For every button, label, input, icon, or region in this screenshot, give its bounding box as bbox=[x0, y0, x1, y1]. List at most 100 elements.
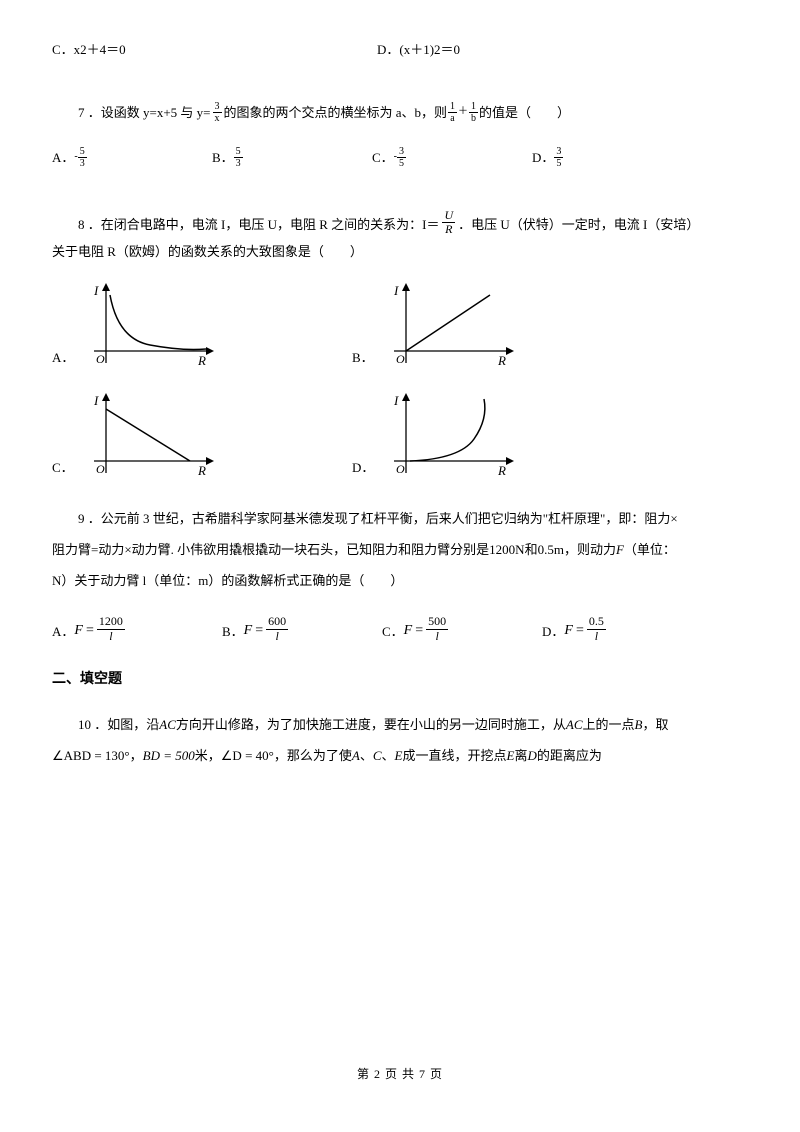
q9-options: A． F = 1200 l B． F = 600 l C． F = 500 l … bbox=[52, 615, 748, 642]
q10-l2i: 离 bbox=[514, 748, 527, 763]
q8-graph-d: D． I R O bbox=[352, 391, 520, 479]
q7-stem: 7 ．设函数 y=x+5 与 y= 3 x 的图象的两个交点的横坐标为 a、b，… bbox=[52, 101, 748, 124]
curve-hyperbola bbox=[110, 295, 206, 350]
q10-comma1: ， bbox=[130, 748, 143, 763]
q7-plus: ＋ bbox=[458, 104, 468, 120]
q9-line3: N）关于动力臂 l（单位：m）的函数解析式正确的是（ ） bbox=[52, 571, 748, 592]
opt-label: B． bbox=[352, 348, 374, 369]
q9-val2: 0.5m bbox=[538, 542, 564, 557]
q6-options-row: C．x2＋4＝0 D．(x＋1)2＝0 bbox=[52, 40, 748, 61]
svg-text:I: I bbox=[93, 393, 99, 408]
q7d-frac: 3 5 bbox=[554, 146, 563, 169]
eq-sign: = bbox=[576, 620, 584, 642]
q7-options: A． - 5 3 B． 5 3 C． - 3 5 D． 3 5 bbox=[52, 146, 748, 169]
q9a-lhs: F bbox=[74, 620, 83, 642]
q6-opt-c: C．x2＋4＝0 bbox=[52, 40, 377, 61]
q10-l1b: 方向开山修路，为了加快施工进度，要在小山的另一边同时施工，从 bbox=[176, 717, 566, 732]
q9-N: N bbox=[52, 573, 61, 588]
q9-l2a: 阻力臂=动力×动力臂. 小伟欲用撬根撬动一块石头，已知阻力和阻力臂分别是 bbox=[52, 542, 489, 557]
opt-label: C． bbox=[52, 458, 74, 479]
q9-m: m bbox=[198, 573, 208, 588]
opt-label: B． bbox=[212, 148, 234, 169]
svg-text:R: R bbox=[497, 353, 506, 368]
graph-d-svg: I R O bbox=[380, 391, 520, 479]
opt-label: C． bbox=[382, 622, 404, 643]
svg-text:O: O bbox=[396, 352, 405, 366]
opt-label: D． bbox=[542, 622, 564, 643]
q10-c: C bbox=[373, 748, 382, 763]
q9a-frac: 1200 l bbox=[97, 615, 125, 642]
q10-b: B bbox=[635, 717, 643, 732]
opt-label: A． bbox=[52, 148, 74, 169]
page-footer: 第 2 页 共 7 页 bbox=[0, 1065, 800, 1084]
q9d-lhs: F bbox=[564, 620, 573, 642]
opt-label: D． bbox=[352, 458, 374, 479]
section-2-title: 二、填空题 bbox=[52, 669, 748, 691]
q7-frac-b: 1 b bbox=[469, 101, 478, 124]
q7-opt-b: B． 5 3 bbox=[212, 146, 372, 169]
axis-y-label: I bbox=[93, 283, 99, 298]
q7c-frac: 3 5 bbox=[397, 146, 406, 169]
q10-line1: 10 ．如图，沿AC方向开山修路，为了加快施工进度，要在小山的另一边同时施工，从… bbox=[52, 715, 748, 736]
q9-line2: 阻力臂=动力×动力臂. 小伟欲用撬根撬动一块石头，已知阻力和阻力臂分别是1200… bbox=[52, 540, 748, 561]
curve-linear-down bbox=[106, 409, 190, 461]
q10-l1d: ，取 bbox=[643, 717, 669, 732]
opt-label: C． bbox=[372, 148, 394, 169]
opt-label: D． bbox=[532, 148, 554, 169]
q7-opt-a: A． - 5 3 bbox=[52, 146, 212, 169]
q9b-frac: 600 l bbox=[266, 615, 288, 642]
q8-graphs-row2: C． I R O D． I R O bbox=[52, 391, 748, 479]
q7b-frac: 5 3 bbox=[234, 146, 243, 169]
q9-l2c: ，则动力 bbox=[564, 542, 616, 557]
q9d-frac: 0.5 l bbox=[587, 615, 606, 642]
q10-line2: ∠ABD = 130°，BD = 500米，∠D = 40°，那么为了使A、C、… bbox=[52, 746, 748, 767]
q10-l2h: 成一直线，开挖点 bbox=[402, 748, 506, 763]
opt-label: A． bbox=[52, 348, 74, 369]
opt-label: B． bbox=[222, 622, 244, 643]
q9c-frac: 500 l bbox=[426, 615, 448, 642]
q7-stem-mid: 的图象的两个交点的横坐标为 a、b，则 bbox=[224, 103, 448, 124]
q10-angle-abd: ∠ABD = 130° bbox=[52, 748, 130, 763]
opt-label: A． bbox=[52, 622, 74, 643]
q9-line1: 9 ．公元前 3 世纪，古希腊科学家阿基米德发现了杠杆平衡，后来人们把它归纳为"… bbox=[52, 509, 748, 530]
q9-opt-a: A． F = 1200 l bbox=[52, 615, 222, 642]
q10-l2f: ，那么为了使 bbox=[274, 748, 352, 763]
q8-frac: U R bbox=[442, 209, 455, 236]
q10-bd: BD = 500 bbox=[143, 748, 195, 763]
q10-angle-d: ∠D = 40° bbox=[221, 748, 274, 763]
q10-l2j: 的距离应为 bbox=[537, 748, 602, 763]
graph-c-svg: I R O bbox=[80, 391, 220, 479]
q8-stem: 8 ．在闭合电路中，电流 I，电压 U，电阻 R 之间的关系为：I＝ U R ．… bbox=[52, 209, 748, 236]
svg-text:I: I bbox=[393, 393, 399, 408]
q8-graph-b: B． I R O bbox=[352, 281, 520, 369]
eq-sign: = bbox=[86, 620, 94, 642]
q6-opt-d: D．(x＋1)2＝0 bbox=[377, 40, 460, 61]
q10-mi: 米， bbox=[195, 748, 221, 763]
q7-stem-suffix: 的值是（ ） bbox=[479, 103, 570, 124]
q8-prefix: 8 ．在闭合电路中，电流 I，电压 U，电阻 R 之间的关系为：I＝ bbox=[78, 215, 439, 236]
q9-l3b: ）关于动力臂 l（单位： bbox=[61, 573, 198, 588]
svg-text:O: O bbox=[96, 462, 105, 476]
q7-stem-prefix: 7 ．设函数 y=x+5 与 y= bbox=[78, 103, 211, 124]
q7a-frac: 5 3 bbox=[78, 146, 87, 169]
q9-opt-c: C． F = 500 l bbox=[382, 615, 542, 642]
q10-l1a: 10 ．如图，沿 bbox=[78, 717, 159, 732]
q9b-lhs: F bbox=[244, 620, 253, 642]
q8-graph-a: A． I R O bbox=[52, 281, 352, 369]
q9-l2d: （单位： bbox=[624, 542, 676, 557]
origin-label: O bbox=[96, 352, 105, 366]
q9-F: F bbox=[616, 542, 624, 557]
svg-text:R: R bbox=[497, 463, 506, 478]
q10-ac1: AC bbox=[159, 717, 176, 732]
q8-stem-line2: 关于电阻 R（欧姆）的函数关系的大致图象是（ ） bbox=[52, 242, 748, 263]
q7-opt-d: D． 3 5 bbox=[532, 146, 563, 169]
graph-a-svg: I R O bbox=[80, 281, 220, 369]
q9-opt-d: D． F = 0.5 l bbox=[542, 615, 606, 642]
q7-frac-a: 1 a bbox=[448, 101, 457, 124]
graph-b-svg: I R O bbox=[380, 281, 520, 369]
q8-graphs-row1: A． I R O B． I R O bbox=[52, 281, 748, 369]
curve-linear bbox=[406, 295, 490, 351]
q9-l2b: 和 bbox=[525, 542, 538, 557]
q7-opt-c: C． - 3 5 bbox=[372, 146, 532, 169]
q10-sep2: 、 bbox=[382, 748, 395, 763]
